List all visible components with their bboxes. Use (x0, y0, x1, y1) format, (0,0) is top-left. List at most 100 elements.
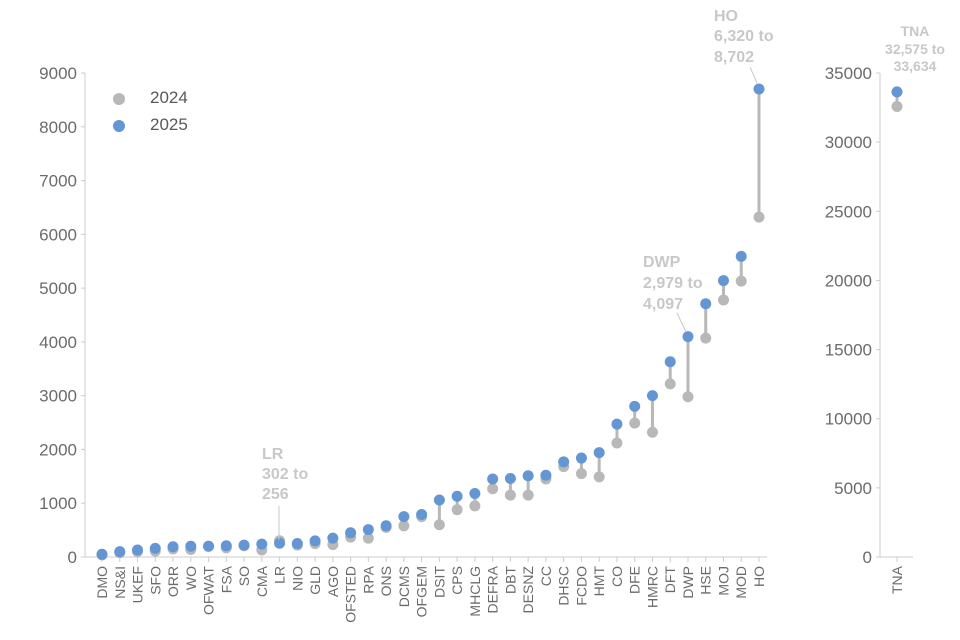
right-y-axis: 0 5000 10000 15000 20000 25000 30000 35000 (825, 64, 881, 567)
left-category-label: CC (538, 566, 554, 586)
left-category-label: ORR (165, 566, 181, 597)
left-point-2024 (611, 437, 623, 449)
legend-label-2024: 2024 (150, 88, 188, 107)
left-point-2025 (451, 490, 463, 502)
annotation-tna-from: 32,575 to (885, 41, 945, 57)
left-point-2024 (469, 500, 481, 512)
legend-label-2025: 2025 (150, 115, 188, 134)
left-point-2025 (380, 520, 392, 532)
left-point-2024 (504, 489, 516, 501)
left-point-2025 (256, 538, 268, 550)
left-point-2024 (362, 532, 374, 544)
annotation-ho-title: HO (714, 8, 738, 25)
left-y-tick-label: 1000 (39, 494, 77, 513)
left-category-label: HO (751, 566, 767, 587)
left-point-2025 (558, 456, 570, 468)
right-y-tick-label: 0 (863, 548, 872, 567)
left-category-label: SFO (147, 566, 163, 595)
left-point-2024 (735, 275, 747, 287)
left-category-label: NIO (289, 566, 305, 591)
left-point-2025 (700, 298, 712, 310)
left-point-2025 (682, 331, 694, 343)
left-category-label: SO (236, 566, 252, 586)
left-category-label: DFE (627, 566, 643, 594)
right-plot-marks (891, 86, 903, 113)
right-y-tick-label: 5000 (834, 479, 872, 498)
left-category-label: DMO (94, 566, 110, 599)
left-point-2025 (487, 473, 499, 485)
left-category-label: DHSC (556, 566, 572, 606)
left-point-2025 (433, 494, 445, 506)
left-point-2024 (646, 426, 658, 438)
annotation-tna-to: 33,634 (894, 58, 937, 74)
left-point-2025 (274, 537, 286, 549)
right-category-axis: TNA (880, 556, 913, 594)
left-y-tick-label: 3000 (39, 387, 77, 406)
annotation-lr-to: 256 (262, 486, 289, 503)
left-category-label: OFGEM (414, 566, 430, 617)
left-category-label: DEFRA (485, 565, 501, 613)
left-category-label: HMRC (644, 566, 660, 608)
left-category-label: DSIT (431, 566, 447, 598)
left-point-2024 (398, 520, 410, 532)
left-point-2024 (487, 483, 499, 495)
left-category-label: WO (183, 566, 199, 590)
left-category-label: DFT (662, 566, 678, 594)
left-point-2024 (629, 417, 641, 429)
left-category-label: HMT (591, 566, 607, 597)
left-point-2025 (291, 538, 303, 550)
left-y-tick-label: 9000 (39, 64, 77, 83)
left-category-label: UKEF (130, 566, 146, 603)
right-y-tick-label: 10000 (825, 410, 872, 429)
left-point-2025 (504, 472, 516, 484)
annotation-dwp-title: DWP (643, 254, 681, 271)
left-point-2025 (646, 390, 658, 402)
right-y-tick-label: 15000 (825, 341, 872, 360)
right-point-2025 (891, 86, 903, 98)
annotation-lr-title: LR (262, 446, 284, 463)
left-point-2025 (362, 524, 374, 536)
left-point-2025 (185, 540, 197, 552)
left-point-2025 (575, 452, 587, 464)
left-point-2025 (593, 447, 605, 459)
left-category-label: MOJ (715, 566, 731, 596)
left-category-label: CMA (254, 565, 270, 597)
left-point-2025 (238, 539, 250, 551)
left-point-2025 (664, 356, 676, 368)
left-category-label: MOD (733, 566, 749, 599)
left-y-tick-label: 8000 (39, 118, 77, 137)
left-point-2024 (664, 378, 676, 390)
left-y-tick-label: 5000 (39, 279, 77, 298)
left-point-2024 (522, 489, 534, 501)
left-point-2024 (682, 391, 694, 403)
left-point-2024 (451, 504, 463, 516)
left-category-label: CPS (449, 566, 465, 595)
legend-marker-2025 (113, 120, 125, 132)
annotation-ho-from: 6,320 to (714, 28, 774, 45)
left-category-label: GLD (307, 566, 323, 595)
left-y-tick-label: 6000 (39, 225, 77, 244)
left-category-label: OFSTED (343, 566, 359, 623)
left-category-label: AGO (325, 566, 341, 597)
annotation-lr-from: 302 to (262, 466, 308, 483)
left-y-axis: 0 1000 2000 3000 4000 5000 6000 7000 8000 9000 (39, 64, 86, 567)
left-category-label: LR (272, 566, 288, 584)
right-category-label: TNA (889, 565, 905, 594)
left-category-label: DWP (680, 566, 696, 599)
left-point-2025 (132, 544, 144, 556)
left-category-label: HSE (698, 566, 714, 595)
left-y-tick-label: 7000 (39, 172, 77, 191)
left-point-2024 (593, 471, 605, 483)
left-point-2025 (735, 250, 747, 262)
left-point-2024 (717, 294, 729, 306)
annotation-tna-title: TNA (901, 23, 930, 39)
left-category-label: FCDO (573, 566, 589, 606)
annotation-leader-ho (749, 66, 758, 84)
left-point-2025 (345, 527, 357, 539)
left-point-2025 (611, 418, 623, 430)
left-point-2024 (575, 468, 587, 480)
left-y-tick-label: 2000 (39, 440, 77, 459)
left-point-2025 (753, 83, 765, 95)
left-category-label: ONS (378, 566, 394, 596)
left-category-label: DESNZ (520, 566, 536, 614)
